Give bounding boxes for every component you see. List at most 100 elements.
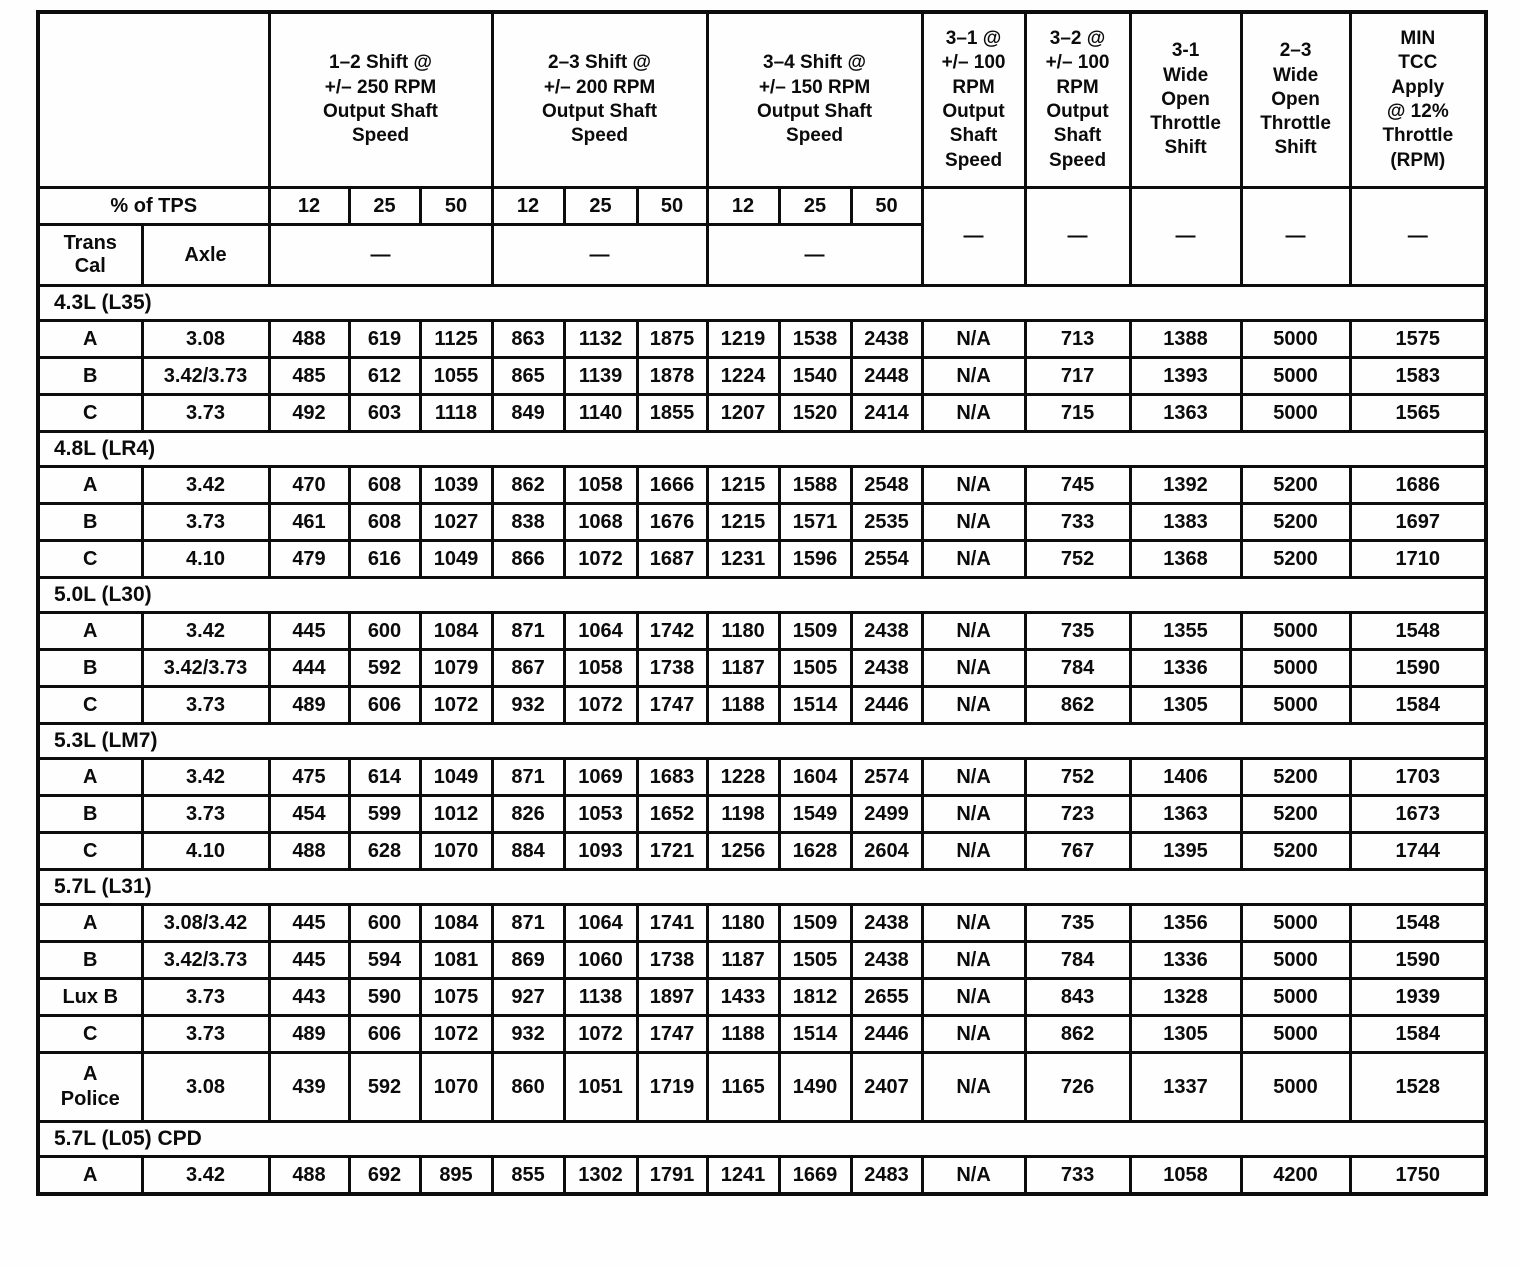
value-cell: N/A <box>920 611 1027 651</box>
value-cell: 1855 <box>635 393 709 433</box>
value-cell: 1064 <box>562 611 639 651</box>
value-cell: 1049 <box>418 757 494 797</box>
value-cell: 1939 <box>1348 977 1488 1017</box>
trans-cal-cell: A <box>36 757 144 797</box>
value-cell: 784 <box>1023 648 1132 688</box>
value-cell: N/A <box>920 794 1027 834</box>
value-cell: 1180 <box>705 611 781 651</box>
subcol-25: 25 <box>777 186 853 226</box>
value-cell: 838 <box>490 502 566 542</box>
value-cell: N/A <box>920 1014 1027 1054</box>
value-cell: 1079 <box>418 648 494 688</box>
value-cell: 488 <box>267 831 351 871</box>
value-cell: 5000 <box>1239 1051 1352 1123</box>
trans-cal-cell: C <box>36 1014 144 1054</box>
axle-cell: 3.42/3.73 <box>140 648 271 688</box>
value-cell: 1072 <box>562 685 639 725</box>
value-cell: 1125 <box>418 319 494 359</box>
axle-cell: 3.73 <box>140 794 271 834</box>
axle-cell: 3.73 <box>140 685 271 725</box>
value-cell: 871 <box>490 757 566 797</box>
value-cell: 1383 <box>1128 502 1243 542</box>
value-cell: 1686 <box>1348 465 1488 505</box>
value-cell: 1064 <box>562 903 639 943</box>
col-group-1-2-shift: 1–2 Shift @ +/– 250 RPM Output Shaft Spe… <box>267 10 494 189</box>
value-cell: 895 <box>418 1155 494 1196</box>
table-row: C 3.73 492 603 1118 849 1140 1855 1207 1520 2414 N/… <box>36 393 1488 433</box>
trans-cal-cell: Lux B <box>36 977 144 1017</box>
value-cell: 5200 <box>1239 831 1352 871</box>
section-title: 5.7L (L05) CPD <box>36 1120 1488 1158</box>
tps-label: % of TPS <box>36 186 271 226</box>
value-cell: 489 <box>267 685 351 725</box>
value-cell: 1328 <box>1128 977 1243 1017</box>
table-row: A 3.08 488 619 1125 863 1132 1875 1219 1538 2438 N/… <box>36 319 1488 359</box>
axle-cell: 4.10 <box>140 539 271 579</box>
dash-min-tcc: — <box>1348 186 1488 287</box>
trans-cal-cell: B <box>36 648 144 688</box>
value-cell: N/A <box>920 1155 1027 1196</box>
value-cell: 5000 <box>1239 940 1352 980</box>
value-cell: 726 <box>1023 1051 1132 1123</box>
value-cell: 608 <box>347 465 422 505</box>
value-cell: 479 <box>267 539 351 579</box>
section-row: 5.7L (L31) <box>36 868 1488 906</box>
value-cell: 454 <box>267 794 351 834</box>
dash-3-2-100rpm: — <box>1023 186 1132 287</box>
value-cell: 606 <box>347 1014 422 1054</box>
value-cell: 1188 <box>705 685 781 725</box>
value-cell: 1596 <box>777 539 853 579</box>
trans-cal-cell: A <box>36 611 144 651</box>
value-cell: 1540 <box>777 356 853 396</box>
value-cell: 752 <box>1023 539 1132 579</box>
table-row: C 4.10 488 628 1070 884 1093 1721 1256 1628 2604 N/… <box>36 831 1488 871</box>
col-group-2-3-shift: 2–3 Shift @ +/– 200 RPM Output Shaft Spe… <box>490 10 709 189</box>
value-cell: 2446 <box>849 1014 924 1054</box>
value-cell: 600 <box>347 903 422 943</box>
value-cell: 1738 <box>635 940 709 980</box>
dash-3-1-wot: — <box>1128 186 1243 287</box>
value-cell: 5200 <box>1239 794 1352 834</box>
value-cell: 1084 <box>418 611 494 651</box>
section-row: 5.0L (L30) <box>36 576 1488 614</box>
value-cell: 1187 <box>705 648 781 688</box>
value-cell: N/A <box>920 903 1027 943</box>
value-cell: 1584 <box>1348 685 1488 725</box>
value-cell: N/A <box>920 319 1027 359</box>
value-cell: 489 <box>267 1014 351 1054</box>
value-cell: 1060 <box>562 940 639 980</box>
value-cell: 488 <box>267 1155 351 1196</box>
value-cell: 1588 <box>777 465 853 505</box>
axle-cell: 3.08/3.42 <box>140 903 271 943</box>
value-cell: 5000 <box>1239 611 1352 651</box>
value-cell: 932 <box>490 1014 566 1054</box>
value-cell: 5200 <box>1239 757 1352 797</box>
value-cell: 843 <box>1023 977 1132 1017</box>
value-cell: 1053 <box>562 794 639 834</box>
value-cell: 1336 <box>1128 940 1243 980</box>
value-cell: 871 <box>490 903 566 943</box>
dash-2-3-wot: — <box>1239 186 1352 287</box>
value-cell: 4200 <box>1239 1155 1352 1196</box>
value-cell: 1666 <box>635 465 709 505</box>
value-cell: N/A <box>920 465 1027 505</box>
value-cell: 2655 <box>849 977 924 1017</box>
trans-cal-cell: C <box>36 831 144 871</box>
value-cell: 1710 <box>1348 539 1488 579</box>
value-cell: 1165 <box>705 1051 781 1123</box>
value-cell: 594 <box>347 940 422 980</box>
value-cell: 1687 <box>635 539 709 579</box>
value-cell: 860 <box>490 1051 566 1123</box>
value-cell: 1604 <box>777 757 853 797</box>
value-cell: 1719 <box>635 1051 709 1123</box>
value-cell: 444 <box>267 648 351 688</box>
value-cell: N/A <box>920 685 1027 725</box>
table-row: C 4.10 479 616 1049 866 1072 1687 1231 1596 2554 N/… <box>36 539 1488 579</box>
value-cell: 767 <box>1023 831 1132 871</box>
value-cell: 733 <box>1023 502 1132 542</box>
value-cell: 2574 <box>849 757 924 797</box>
value-cell: 1224 <box>705 356 781 396</box>
axle-cell: 3.42/3.73 <box>140 940 271 980</box>
value-cell: 1583 <box>1348 356 1488 396</box>
subcol-12: 12 <box>267 186 351 226</box>
